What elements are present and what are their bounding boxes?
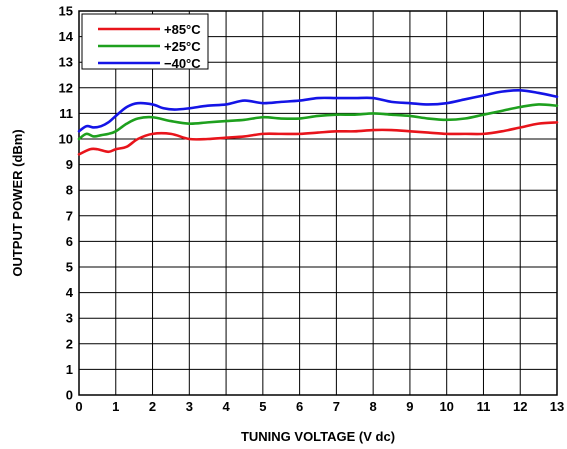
x-tick-label: 2 — [149, 399, 156, 414]
y-tick-label: 12 — [59, 80, 73, 95]
x-tick-label: 9 — [406, 399, 413, 414]
series-lines — [77, 89, 559, 156]
x-tick-label: 12 — [513, 399, 527, 414]
x-tick-label: 1 — [112, 399, 119, 414]
x-tick-label: 10 — [439, 399, 453, 414]
y-tick-label: 13 — [59, 55, 73, 70]
legend-label-25c: +25°C — [164, 39, 201, 54]
x-tick-label: 8 — [370, 399, 377, 414]
y-tick-label: 3 — [66, 311, 73, 326]
y-axis-title: OUTPUT POWER (dBm) — [10, 129, 25, 276]
x-tick-label: 0 — [75, 399, 82, 414]
x-tick-label: 7 — [333, 399, 340, 414]
y-tick-label: 14 — [59, 29, 74, 44]
x-tick-label: 3 — [186, 399, 193, 414]
x-tick-label: 13 — [550, 399, 564, 414]
y-tick-label: 5 — [66, 260, 73, 275]
plot-frame — [78, 10, 558, 396]
y-tick-label: 2 — [66, 336, 73, 351]
series-line-85c — [77, 121, 559, 156]
y-tick-label: 7 — [66, 208, 73, 223]
x-axis-title: TUNING VOLTAGE (V dc) — [241, 429, 395, 444]
x-tick-label: 4 — [222, 399, 230, 414]
y-tick-label: 4 — [66, 285, 74, 300]
legend-label-85c: +85°C — [164, 22, 201, 37]
series-line-25c — [77, 103, 559, 141]
series-line-minus40c — [77, 89, 559, 133]
y-tick-label: 0 — [66, 388, 73, 403]
x-tick-label: 6 — [296, 399, 303, 414]
y-tick-label: 6 — [66, 234, 73, 249]
y-tick-label: 8 — [66, 183, 73, 198]
y-tick-label: 9 — [66, 157, 73, 172]
y-tick-label: 1 — [66, 362, 73, 377]
x-tick-label: 5 — [259, 399, 266, 414]
legend-label-minus40c: −40°C — [164, 56, 201, 71]
y-tick-label: 10 — [59, 132, 73, 147]
legend: +85°C +25°C −40°C — [81, 13, 209, 71]
legend-box — [81, 13, 209, 70]
grid-lines — [79, 11, 557, 395]
y-tick-label: 15 — [59, 4, 73, 19]
x-tick-labels: 0 1 2 3 4 5 6 7 8 9 10 11 12 13 — [75, 399, 564, 414]
x-tick-label: 11 — [477, 399, 491, 414]
y-tick-label: 11 — [59, 106, 73, 121]
